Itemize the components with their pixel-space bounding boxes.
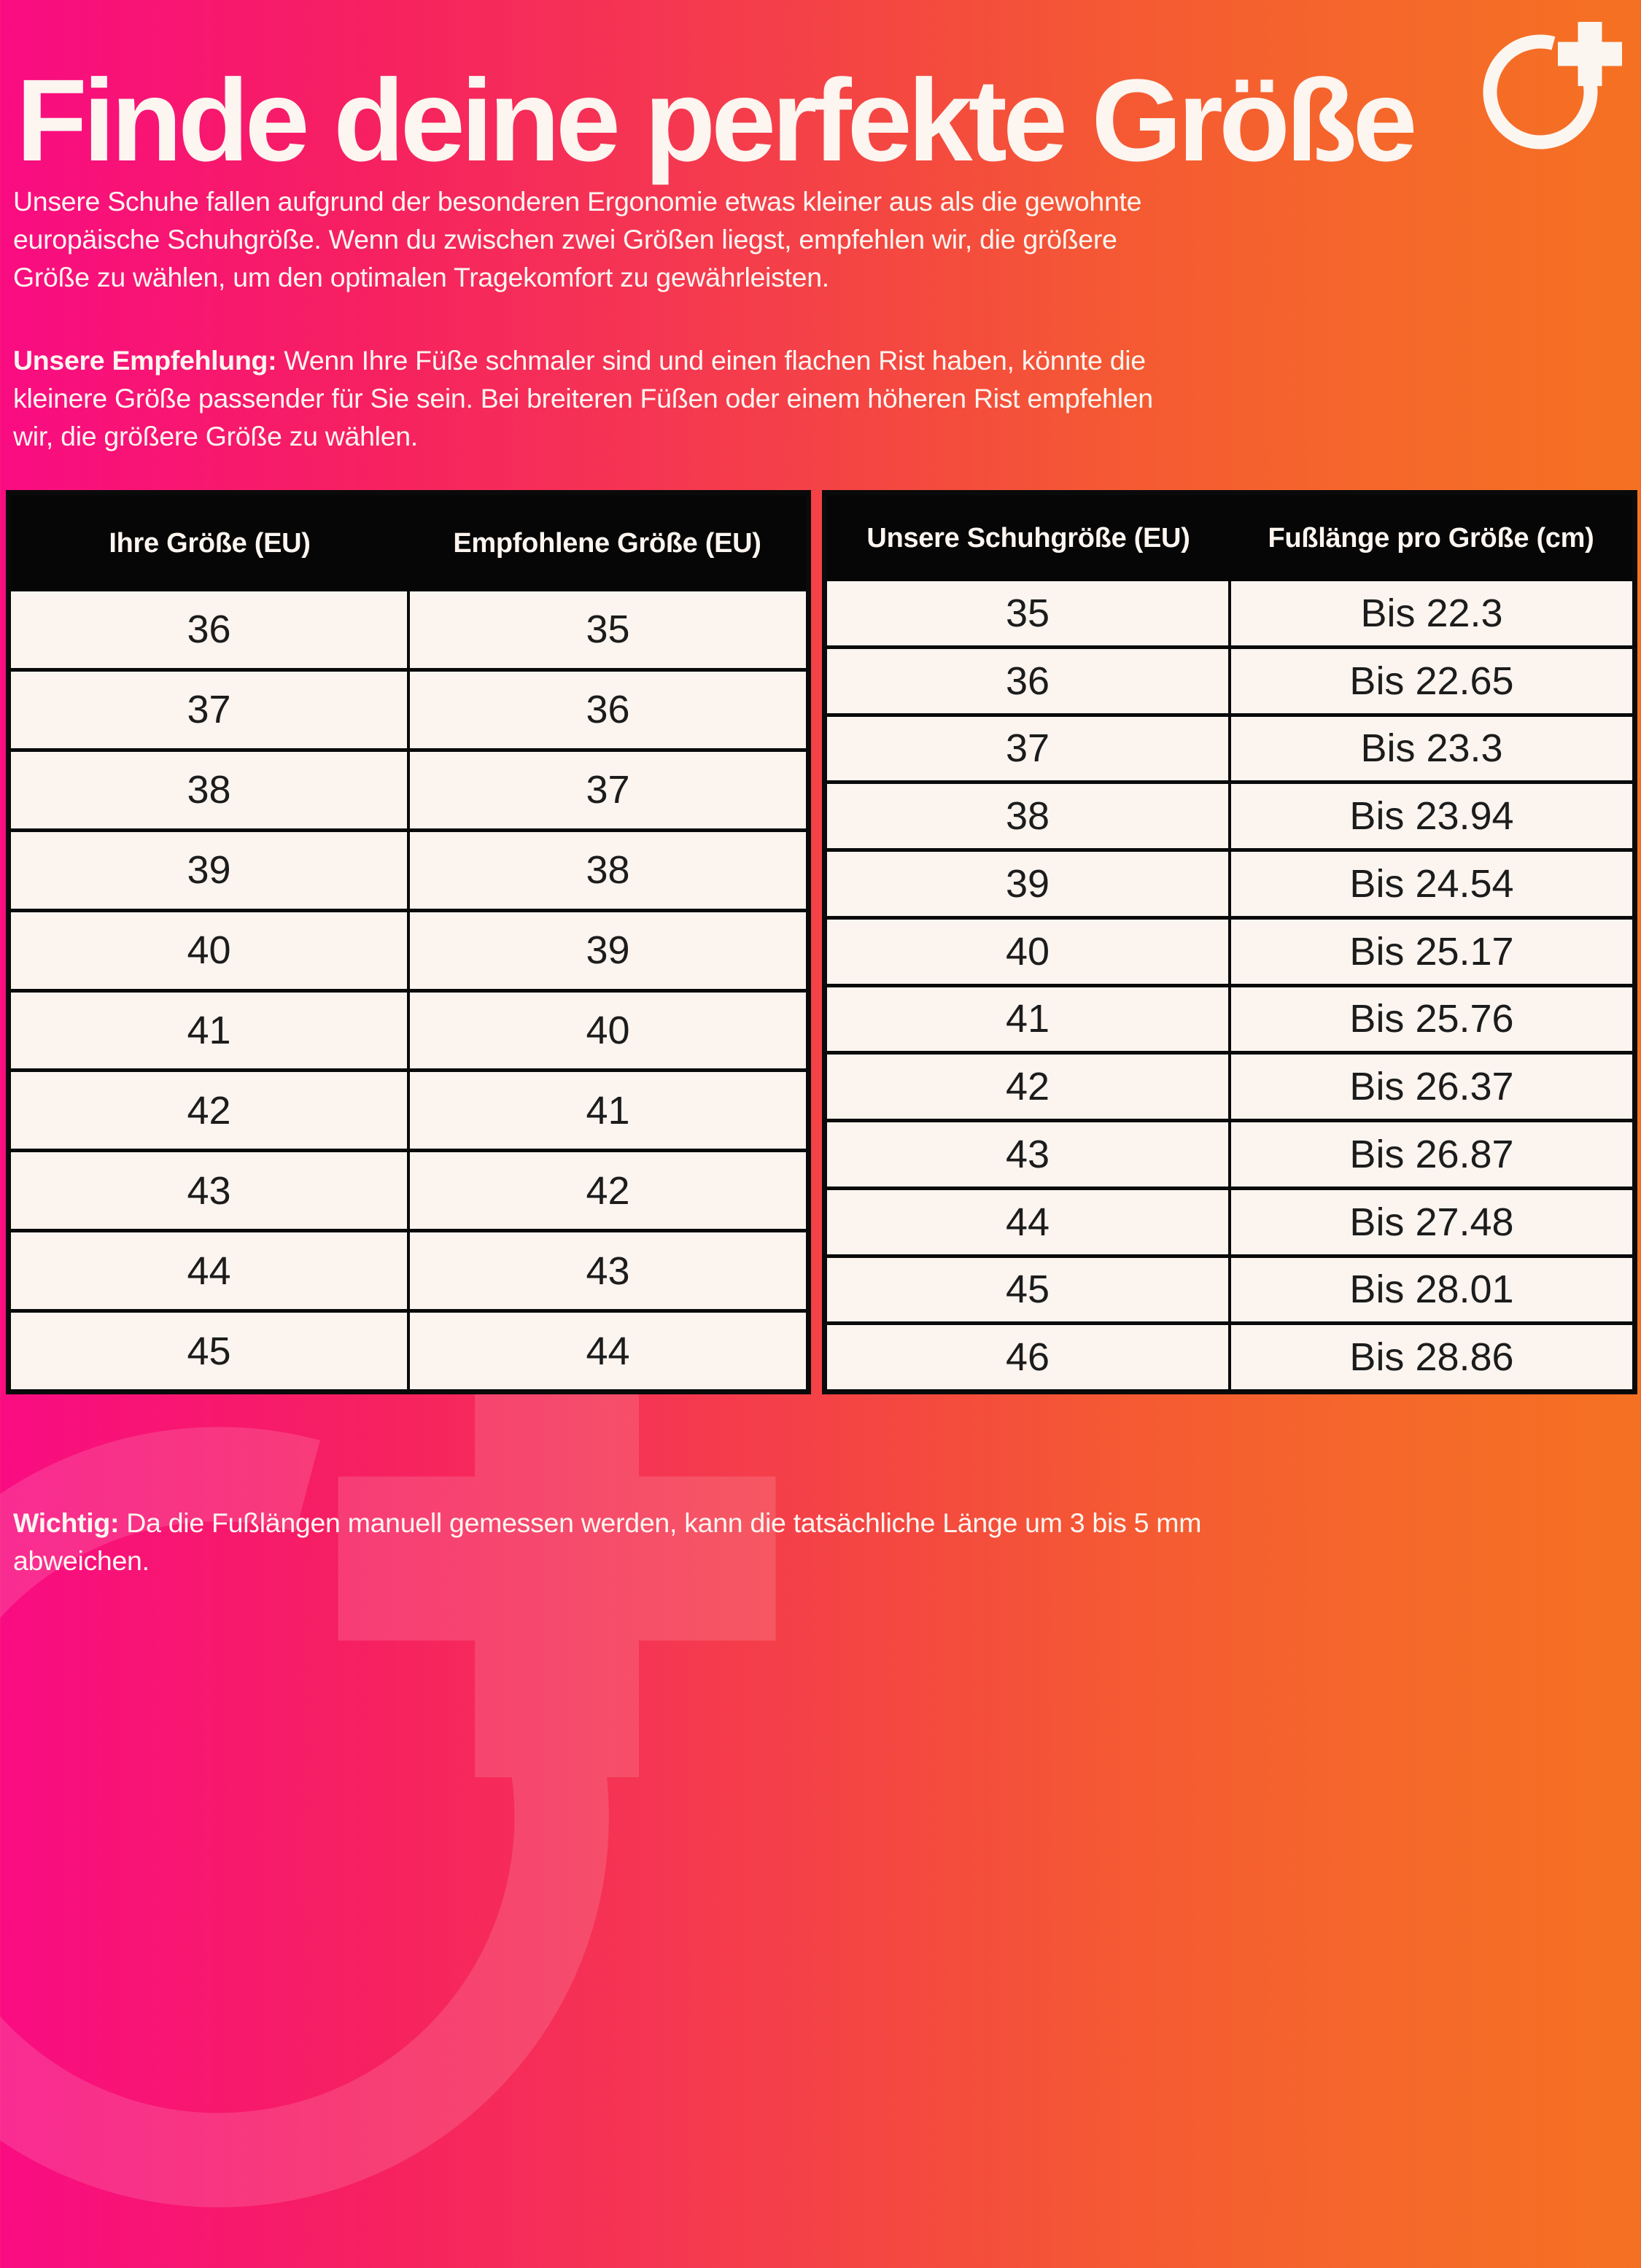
foot-length-table-body: 35 Bis 22.3 36 Bis 22.65 37 Bis 23.3 38 Bis … [827, 581, 1632, 1389]
size-cell: 37 [187, 688, 231, 732]
size-cell: 46 [1005, 1335, 1050, 1380]
table-row: 44 Bis 27.48 [827, 1186, 1632, 1254]
size-cell: 42 [1005, 1065, 1050, 1109]
size-conversion-table-body: 36 35 37 36 38 37 39 38 40 39 41 40 42 41 43 42 … [11, 591, 806, 1390]
note-body: Da die Fußlängen manuell gemessen werden… [13, 1507, 1202, 1576]
size-cell: 39 [187, 848, 231, 893]
table-row: 40 Bis 25.17 [827, 915, 1632, 984]
table-row: 44 43 [11, 1229, 806, 1310]
size-cell: 40 [187, 928, 231, 973]
size-conversion-table: Ihre Größe (EU) Empfohlene Größe (EU) 36… [6, 490, 811, 1394]
size-cell: 41 [1005, 997, 1050, 1041]
size-cell: 40 [407, 992, 806, 1069]
length-cell: Bis 28.86 [1228, 1325, 1632, 1389]
size-cell: 41 [187, 1008, 231, 1052]
size-cell: 42 [407, 1152, 806, 1230]
recommendation-label: Unsere Empfehlung: [13, 345, 277, 376]
length-cell: Bis 25.17 [1228, 919, 1632, 984]
table-row: 39 38 [11, 828, 806, 909]
foot-length-table-header: Unsere Schuhgröße (EU) Fußlänge pro Größ… [827, 495, 1632, 581]
size-cell: 39 [1005, 861, 1050, 906]
size-cell: 43 [187, 1168, 231, 1213]
size-cell: 37 [407, 751, 806, 828]
size-cell: 38 [1005, 794, 1050, 839]
size-cell: 38 [187, 768, 231, 812]
recommendation-body: Wenn Ihre Füße schmaler sind und einen f… [13, 345, 1153, 451]
table-row: 39 Bis 24.54 [827, 848, 1632, 916]
size-cell: 35 [1005, 591, 1050, 635]
length-cell: Bis 26.37 [1228, 1055, 1632, 1119]
table-row: 37 36 [11, 667, 806, 748]
table-row: 45 44 [11, 1309, 806, 1390]
size-cell: 41 [407, 1072, 806, 1149]
logo-watermark [0, 1320, 875, 2264]
table-row: 37 Bis 23.3 [827, 712, 1632, 781]
length-cell: Bis 23.3 [1228, 716, 1632, 781]
column-header-our-shoe-size: Unsere Schuhgröße (EU) [866, 522, 1190, 554]
size-cell: 38 [407, 831, 806, 909]
size-cell: 44 [187, 1248, 231, 1293]
note-text: Wichtig: Da die Fußlängen manuell gemess… [13, 1504, 1618, 1580]
column-header-your-size: Ihre Größe (EU) [109, 527, 311, 559]
table-row: 43 Bis 26.87 [827, 1119, 1632, 1187]
table-row: 41 40 [11, 988, 806, 1069]
size-cell: 35 [407, 591, 806, 668]
recommendation-text: Unsere Empfehlung: Wenn Ihre Füße schmal… [13, 341, 1618, 455]
table-row: 36 Bis 22.65 [827, 645, 1632, 713]
length-cell: Bis 22.3 [1228, 581, 1632, 645]
intro-text: Unsere Schuhe fallen aufgrund der besond… [13, 182, 1618, 296]
size-cell: 43 [407, 1232, 806, 1310]
size-cell: 45 [187, 1329, 231, 1373]
length-cell: Bis 28.01 [1228, 1257, 1632, 1322]
column-header-foot-length: Fußlänge pro Größe (cm) [1268, 522, 1594, 554]
size-cell: 45 [1005, 1267, 1050, 1312]
length-cell: Bis 24.54 [1228, 852, 1632, 916]
page-title: Finde deine perfekte Größe [16, 55, 1418, 185]
size-cell: 44 [1005, 1200, 1050, 1244]
table-row: 40 39 [11, 908, 806, 989]
brand-logo [1476, 19, 1637, 158]
table-row: 38 37 [11, 747, 806, 828]
table-row: 45 Bis 28.01 [827, 1254, 1632, 1322]
table-row: 42 41 [11, 1068, 806, 1149]
size-cell: 36 [187, 607, 231, 652]
circle-plus-icon [0, 1340, 875, 2267]
table-row: 38 Bis 23.94 [827, 780, 1632, 848]
size-conversion-table-header: Ihre Größe (EU) Empfohlene Größe (EU) [11, 495, 806, 591]
size-cell: 40 [1005, 929, 1050, 974]
length-cell: Bis 23.94 [1228, 784, 1632, 848]
size-cell: 36 [1005, 659, 1050, 703]
length-cell: Bis 27.48 [1228, 1189, 1632, 1254]
table-row: 35 Bis 22.3 [827, 581, 1632, 645]
length-cell: Bis 26.87 [1228, 1122, 1632, 1187]
intro-body: Unsere Schuhe fallen aufgrund der besond… [13, 186, 1142, 292]
table-row: 42 Bis 26.37 [827, 1051, 1632, 1119]
length-cell: Bis 22.65 [1228, 648, 1632, 713]
size-cell: 43 [1005, 1132, 1050, 1176]
circle-plus-icon [1476, 22, 1637, 160]
table-row: 36 35 [11, 591, 806, 668]
table-row: 43 42 [11, 1149, 806, 1230]
length-cell: Bis 25.76 [1228, 987, 1632, 1052]
size-cell: 42 [187, 1088, 231, 1133]
table-row: 41 Bis 25.76 [827, 983, 1632, 1052]
foot-length-table: Unsere Schuhgröße (EU) Fußlänge pro Größ… [822, 490, 1637, 1394]
table-row: 46 Bis 28.86 [827, 1321, 1632, 1389]
size-cell: 36 [407, 671, 806, 748]
size-cell: 37 [1005, 726, 1050, 771]
column-header-recommended-size: Empfohlene Größe (EU) [453, 527, 761, 559]
note-label: Wichtig: [13, 1507, 120, 1538]
size-cell: 39 [407, 912, 806, 989]
size-cell: 44 [407, 1313, 806, 1390]
